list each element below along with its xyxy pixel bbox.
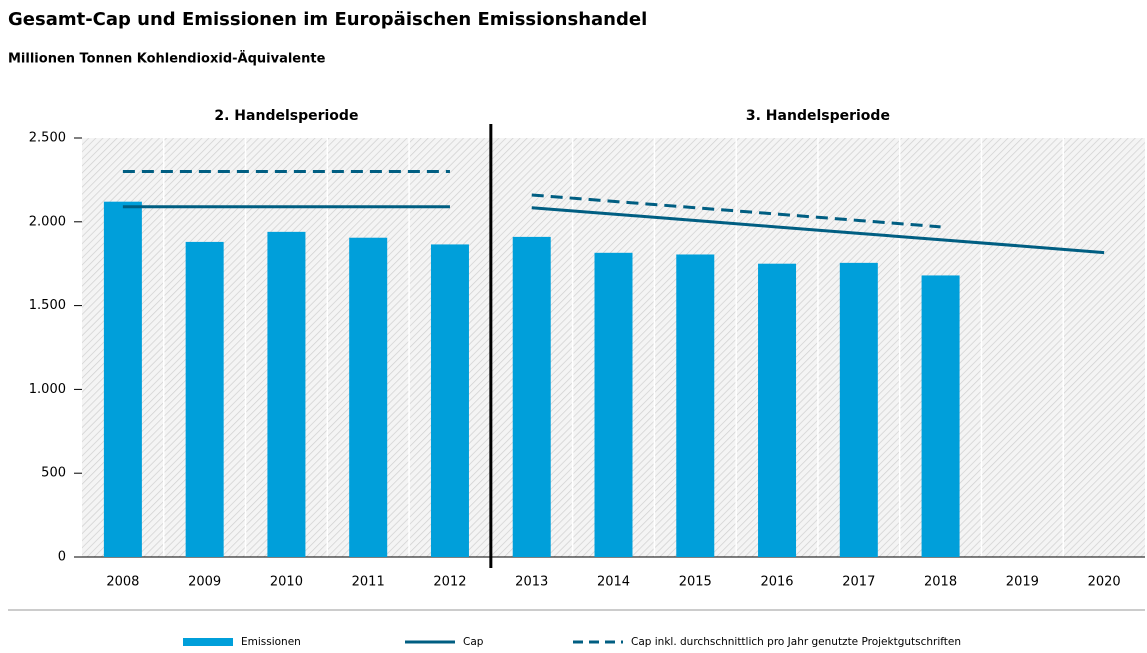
line xyxy=(531,206,1105,255)
bar xyxy=(103,201,142,558)
y-tick-label: 500 xyxy=(41,466,66,481)
period-label: 2. Handelsperiode xyxy=(214,108,358,124)
legend-swatch xyxy=(183,638,233,646)
bar xyxy=(512,236,551,557)
bar xyxy=(430,244,469,557)
x-tick-label: 2019 xyxy=(1006,575,1039,590)
legend-label: Emissionen xyxy=(241,636,301,648)
bar xyxy=(921,275,960,557)
x-tick-label: 2017 xyxy=(842,575,875,590)
x-tick-label: 2011 xyxy=(352,575,385,590)
bar xyxy=(839,262,878,557)
x-tick-label: 2012 xyxy=(433,575,466,590)
y-tick-label: 2.000 xyxy=(29,214,66,229)
bar xyxy=(676,254,715,557)
bar xyxy=(349,237,388,558)
bar xyxy=(594,252,633,557)
bar xyxy=(267,231,306,557)
y-tick-label: 1.000 xyxy=(29,382,66,397)
x-tick-label: 2018 xyxy=(924,575,957,590)
period-label: 3. Handelsperiode xyxy=(746,108,890,124)
bar xyxy=(185,241,224,558)
x-tick-label: 2009 xyxy=(188,575,221,590)
bar xyxy=(758,263,797,557)
chart-title: Gesamt-Cap und Emissionen im Europäische… xyxy=(8,9,647,30)
legend-label: Cap xyxy=(463,636,484,648)
x-tick-label: 2013 xyxy=(515,575,548,590)
x-tick-label: 2015 xyxy=(679,575,712,590)
x-tick-label: 2016 xyxy=(760,575,793,590)
chart-subtitle: Millionen Tonnen Kohlendioxid-Äquivalent… xyxy=(8,51,326,67)
x-tick-label: 2014 xyxy=(597,575,630,590)
y-tick-label: 2.500 xyxy=(29,131,66,146)
x-tick-label: 2020 xyxy=(1088,575,1121,590)
x-tick-label: 2008 xyxy=(106,575,139,590)
line xyxy=(531,193,941,229)
y-tick-label: 0 xyxy=(58,550,66,565)
x-tick-label: 2010 xyxy=(270,575,303,590)
y-tick-label: 1.500 xyxy=(29,298,66,313)
legend-label: Cap inkl. durchschnittlich pro Jahr genu… xyxy=(631,636,961,648)
